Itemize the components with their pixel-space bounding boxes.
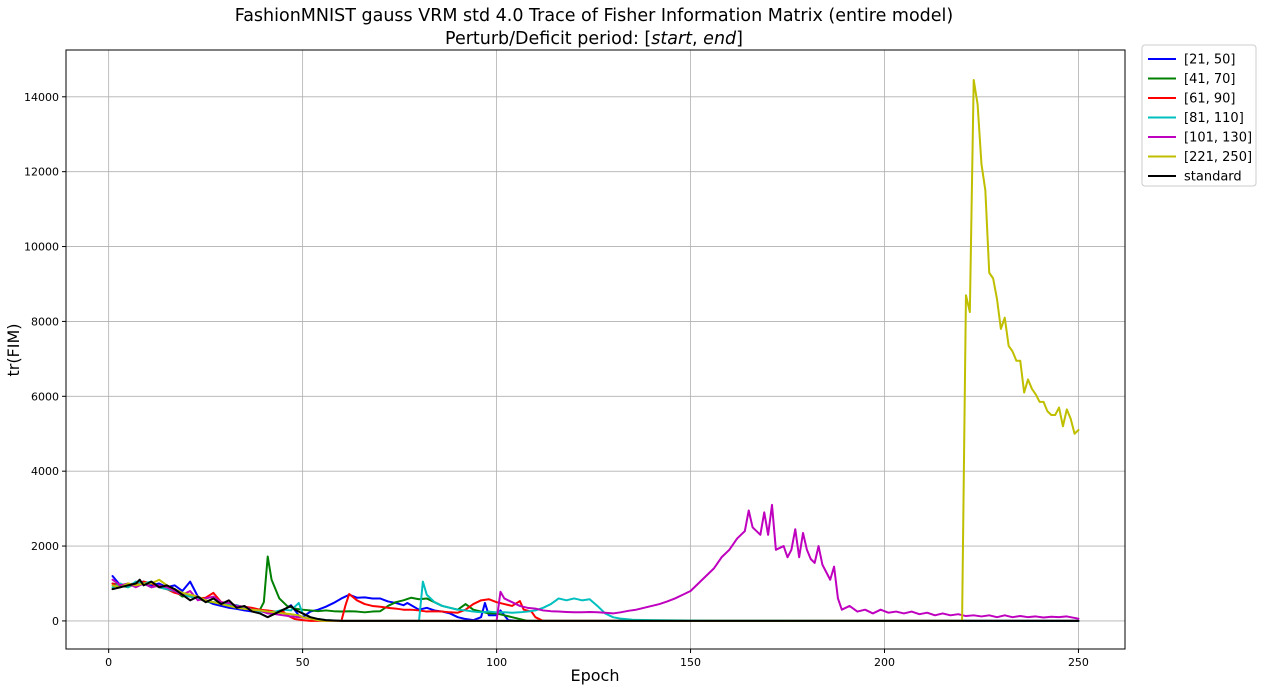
y-tick-label: 8000	[31, 315, 59, 328]
series-line-6	[111, 578, 1080, 622]
series-line-3	[111, 580, 1080, 622]
title-suffix: ]	[736, 29, 743, 49]
y-tick-label: 6000	[31, 390, 59, 403]
x-tick-label: 50	[296, 656, 310, 669]
series-line-5	[111, 78, 1080, 622]
x-tick-label: 200	[874, 656, 895, 669]
x-tick-label: 250	[1068, 656, 1089, 669]
legend-label: [221, 250]	[1184, 150, 1252, 165]
y-tick-label: 2000	[31, 540, 59, 553]
title-prefix: Perturb/Deficit period: [	[445, 29, 651, 49]
chart-title-line1: FashionMNIST gauss VRM std 4.0 Trace of …	[235, 6, 954, 26]
legend: [21, 50] [41, 70] [61, 90] [81, 110] [101, 1…	[1141, 44, 1257, 187]
y-tick-label: 12000	[24, 166, 59, 179]
legend-label: [61, 90]	[1184, 92, 1236, 107]
legend-label: [41, 70]	[1184, 72, 1236, 87]
grid	[66, 50, 1125, 649]
title-end: end	[703, 29, 737, 49]
legend-label: standard	[1184, 170, 1242, 185]
y-tick-label: 4000	[31, 465, 59, 478]
chart-title-line2: Perturb/Deficit period: [start, end]	[445, 29, 743, 49]
title-sep: ,	[692, 29, 703, 49]
series-line-0	[111, 575, 1080, 622]
x-axis-label: Epoch	[571, 666, 620, 685]
legend-box	[1141, 44, 1257, 187]
axis-ticks: 0 50 100 150 200 250 0 2000 4000 6000 8000 10000 120…	[24, 91, 1089, 669]
legend-label: [81, 110]	[1184, 111, 1244, 126]
axes-frame	[65, 49, 1126, 650]
plot-lines	[111, 78, 1080, 622]
legend-label: [21, 50]	[1184, 53, 1236, 68]
y-tick-label: 0	[52, 615, 59, 628]
y-tick-label: 10000	[24, 241, 59, 254]
x-tick-label: 100	[486, 656, 507, 669]
y-axis-label: tr(FIM)	[4, 323, 23, 376]
title-start: start	[651, 29, 693, 49]
legend-label: [101, 130]	[1184, 131, 1252, 146]
x-tick-label: 0	[105, 656, 112, 669]
y-tick-label: 14000	[24, 91, 59, 104]
x-tick-label: 150	[680, 656, 701, 669]
